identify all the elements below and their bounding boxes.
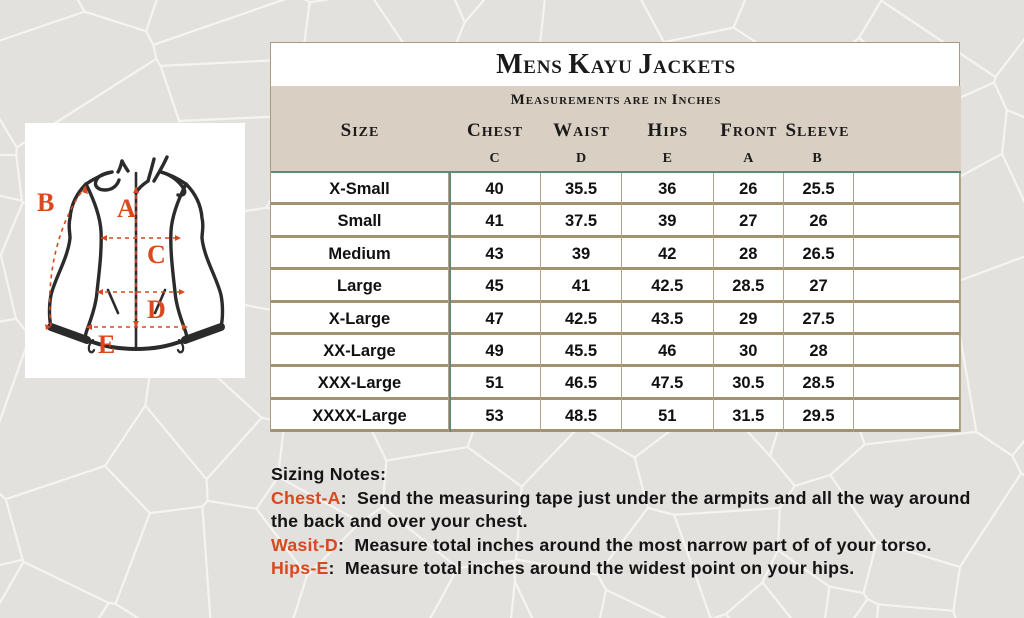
svg-text:A: A [117, 194, 136, 223]
svg-text:E: E [98, 330, 115, 359]
svg-text:C: C [147, 240, 166, 269]
svg-text:D: D [147, 295, 166, 324]
svg-text:B: B [37, 188, 54, 217]
